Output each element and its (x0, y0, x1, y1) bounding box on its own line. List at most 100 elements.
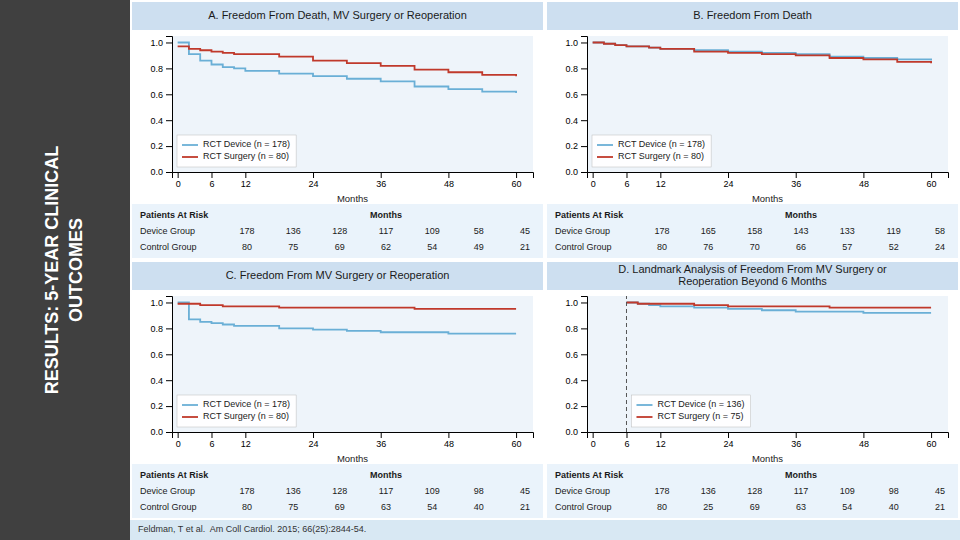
y-tick-mark (581, 432, 587, 433)
risk-value: 75 (288, 502, 298, 512)
y-tick: 0.4 (150, 376, 172, 386)
y-tick-mark (166, 432, 172, 433)
risk-value: 178 (239, 486, 254, 496)
x-tick-label: 0 (591, 179, 596, 189)
km-line (178, 302, 516, 333)
risk-value: 136 (701, 486, 716, 496)
y-tick-mark (581, 328, 587, 329)
y-tick-mark (581, 406, 587, 407)
marks (178, 42, 516, 93)
risk-value: 75 (288, 242, 298, 252)
sidebar-title-line: OUTCOMES (66, 218, 86, 322)
panel-title: B. Freedom From Death (693, 9, 812, 21)
legend-swatch (182, 156, 198, 158)
x-tick: 12 (656, 172, 666, 189)
legend-label: RCT Device (n = 178) (203, 399, 290, 409)
y-tick: 1.0 (150, 38, 172, 48)
risk-value: 76 (703, 242, 713, 252)
panel-title: C. Freedom From MV Surgery or Reoperatio… (226, 269, 450, 281)
risk-value: 128 (332, 226, 347, 236)
x-tick: 0 (591, 432, 596, 449)
x-tick-label: 48 (444, 179, 454, 189)
x-tick-label: 6 (209, 179, 214, 189)
y-tick-mark (581, 42, 587, 43)
legend-swatch (636, 416, 652, 418)
risk-value: 25 (703, 502, 713, 512)
risk-value: 165 (701, 226, 716, 236)
marks (178, 302, 516, 333)
y-tick-mark (166, 94, 172, 95)
y-tick: 0.8 (565, 64, 587, 74)
km-line (178, 46, 516, 76)
plot: 0612243648600.00.20.40.60.81.0MonthsRCT … (565, 36, 948, 204)
x-tick: 6 (624, 172, 629, 189)
plot: 0612243648600.00.20.40.60.81.0MonthsRCT … (150, 296, 533, 464)
panel-title: A. Freedom From Death, MV Surgery or Reo… (208, 9, 467, 21)
y-tick-label: 0.0 (150, 167, 163, 177)
risk-value: 40 (474, 502, 484, 512)
x-tick-mark (516, 172, 517, 178)
risk-value: 80 (242, 242, 252, 252)
legend-frame (177, 395, 296, 427)
y-tick: 0.2 (150, 141, 172, 151)
y-tick-mark (581, 120, 587, 121)
y-tick-label: 0.0 (565, 167, 578, 177)
risk-row-label: Device Group (140, 486, 195, 496)
risk-table-header: Patients At Risk (140, 470, 209, 480)
y-tick-label: 0.4 (150, 376, 163, 386)
plot-background (172, 36, 533, 172)
x-tick: 48 (859, 432, 869, 449)
y-tick-mark (166, 120, 172, 121)
y-tick: 0.6 (565, 350, 587, 360)
risk-value: 69 (335, 242, 345, 252)
risk-row-label: Control Group (140, 502, 197, 512)
legend-frame (631, 395, 750, 427)
y-axis: 0.00.20.40.60.81.0 (150, 37, 172, 178)
x-axis: 061224364860 (588, 172, 949, 189)
x-tick-mark (448, 172, 449, 178)
risk-value: 143 (793, 226, 808, 236)
x-tick-mark (313, 172, 314, 178)
legend-swatch (597, 156, 613, 158)
risk-value: 80 (242, 502, 252, 512)
risk-value: 109 (840, 486, 855, 496)
y-tick-label: 0.8 (150, 324, 163, 334)
km-line (626, 302, 931, 312)
legend-label: RCT Surgery (n = 75) (657, 411, 743, 421)
legend-swatch (182, 416, 198, 418)
reference-line (626, 296, 627, 432)
km-line (178, 304, 516, 309)
legend-frame (177, 135, 296, 167)
risk-value: 128 (332, 486, 347, 496)
y-tick: 0.4 (565, 376, 587, 386)
content-panel (130, 0, 960, 520)
risk-value: 62 (381, 242, 391, 252)
x-tick-label: 48 (859, 179, 869, 189)
x-tick-mark (626, 172, 627, 178)
y-tick-label: 0.8 (150, 64, 163, 74)
y-tick-mark (166, 42, 172, 43)
risk-value: 66 (796, 242, 806, 252)
x-tick-mark (931, 432, 932, 438)
x-tick: 48 (444, 172, 454, 189)
x-tick-mark (728, 432, 729, 438)
x-tick: 6 (209, 172, 214, 189)
km-line (593, 42, 931, 60)
x-tick-mark (381, 432, 382, 438)
x-axis-title: Months (752, 193, 783, 204)
x-axis-line (588, 173, 949, 179)
y-axis: 0.00.20.40.60.81.0 (150, 297, 172, 438)
panel-title: D. Landmark Analysis of Freedom From MV … (618, 263, 887, 288)
legend-frame (592, 135, 711, 167)
y-axis-line (581, 297, 588, 433)
y-axis-line (166, 37, 173, 173)
y-tick-mark (166, 354, 172, 355)
x-tick-label: 24 (309, 439, 319, 449)
x-tick-mark (660, 432, 661, 438)
x-tick-mark (178, 432, 179, 438)
y-axis: 0.00.20.40.60.81.0 (565, 297, 587, 438)
risk-value: 178 (654, 226, 669, 236)
risk-value: 128 (747, 486, 762, 496)
y-tick-label: 0.6 (150, 350, 163, 360)
legend: RCT Device (n = 178)RCT Surgery (n = 80) (177, 135, 296, 167)
